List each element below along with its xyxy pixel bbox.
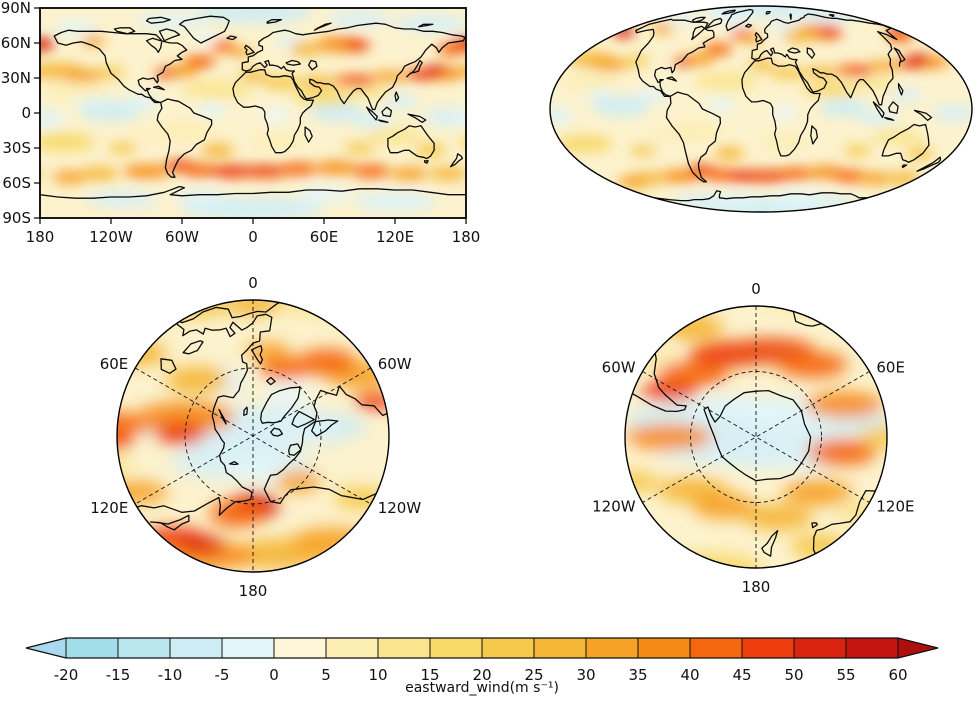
meridian-label: 120E <box>876 498 914 516</box>
meridian-label: 180 <box>239 582 268 600</box>
colorbar-segment <box>482 638 534 658</box>
y-tick-label: 90S <box>2 209 31 227</box>
colorbar-tick-label: 10 <box>368 666 387 684</box>
colorbar-segment <box>430 638 482 658</box>
colorbar-tick-label: 40 <box>680 666 699 684</box>
colorbar-tick-label: 20 <box>472 666 491 684</box>
x-tick-label: 120W <box>89 228 133 246</box>
colorbar-segment <box>170 638 222 658</box>
colorbar-segment <box>846 638 898 658</box>
meridian-label: 0 <box>751 280 761 298</box>
x-tick-label: 60W <box>165 228 199 246</box>
colorbar-segment <box>638 638 690 658</box>
coastlines <box>625 308 879 563</box>
colorbar-tick-label: 50 <box>784 666 803 684</box>
coastlines <box>40 15 466 199</box>
colorbar-tick-label: 55 <box>836 666 855 684</box>
meridian-label: 60E <box>100 355 129 373</box>
x-tick-label: 120E <box>376 228 414 246</box>
colorbar-segment <box>378 638 430 658</box>
colorbar-tick-label: -5 <box>215 666 230 684</box>
colorbar-segment <box>794 638 846 658</box>
colorbar-tick-label: 25 <box>524 666 543 684</box>
gridlines <box>642 306 870 568</box>
map-panel-north-polar: 0 60E 60W 120E 120W 180 <box>90 274 422 600</box>
meridian-label: 60W <box>378 355 412 373</box>
colorbar-segment <box>586 638 638 658</box>
map-panel-south-polar: 0 60W 60E 120W 120E 180 <box>592 280 914 596</box>
x-tick-label: 0 <box>248 228 258 246</box>
meridian-label: 180 <box>742 578 771 596</box>
meridian-label: 120W <box>592 498 636 516</box>
colorbar-tick-label: 0 <box>269 666 279 684</box>
panel-border <box>549 5 973 213</box>
colorbar-tick-label: 60 <box>888 666 907 684</box>
colorbar-tick-label: 5 <box>321 666 331 684</box>
meridian-label: 60E <box>876 359 905 377</box>
colorbar-over-arrow <box>898 638 938 658</box>
meridian-label: 120E <box>90 499 128 517</box>
y-tick-label: 30S <box>2 139 31 157</box>
colorbar-segment <box>222 638 274 658</box>
gridlines <box>134 300 372 572</box>
panel-border <box>624 305 888 569</box>
colorbar-segment <box>274 638 326 658</box>
colorbar: -20 -15 -10 -5 0 5 10 15 20 25 30 35 40 45 50 55 60 <box>25 637 939 684</box>
colorbar-segment <box>118 638 170 658</box>
wind-field-background <box>550 6 972 212</box>
x-tick-label: 180 <box>26 228 55 246</box>
colorbar-segment <box>742 638 794 658</box>
y-tick-label: 0 <box>21 104 31 122</box>
meridian-label: 60W <box>602 359 636 377</box>
map-panel-mollweide <box>549 5 973 213</box>
colorbar-tick-label: 35 <box>628 666 647 684</box>
colorbar-tick-label: -15 <box>106 666 131 684</box>
panel-border <box>116 299 390 573</box>
colorbar-tick-label: 15 <box>420 666 439 684</box>
colorbar-tick-label: -10 <box>158 666 183 684</box>
colorbar-tick-label: -20 <box>54 666 79 684</box>
x-tick-label: 60E <box>310 228 339 246</box>
colorbar-segment <box>690 638 742 658</box>
colorbar-tick-label: 45 <box>732 666 751 684</box>
x-tick-label: 180 <box>452 228 481 246</box>
colorbar-segment <box>326 638 378 658</box>
y-tick-label: 90N <box>1 0 31 17</box>
colorbar-segment <box>66 638 118 658</box>
colorbar-segment <box>534 638 586 658</box>
y-tick-label: 30N <box>1 69 31 87</box>
y-tick-label: 60S <box>2 174 31 192</box>
meridian-label: 0 <box>248 274 258 292</box>
coastlines <box>635 8 942 202</box>
y-tick-label: 60N <box>1 34 31 52</box>
colorbar-label: eastward_wind(m s⁻¹) <box>405 680 559 696</box>
colorbar-tick-label: 30 <box>576 666 595 684</box>
meridian-label: 120W <box>378 499 422 517</box>
colorbar-under-arrow <box>26 638 66 658</box>
